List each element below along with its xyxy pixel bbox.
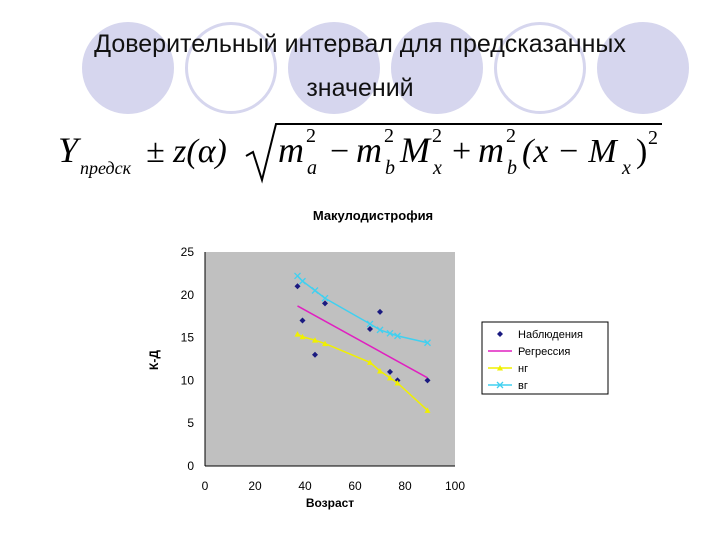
formula-M-x: M	[399, 130, 432, 170]
series-2-point-4	[367, 359, 373, 365]
series-0	[294, 283, 431, 384]
decor-circle-4	[391, 22, 483, 114]
series-3-point-1	[299, 277, 306, 285]
formula-minus: −	[330, 133, 349, 170]
series-3-point-0	[294, 272, 301, 280]
legend-marker-2	[497, 365, 503, 371]
series-3-point-8	[424, 339, 431, 347]
formula-m-a: m	[278, 130, 304, 170]
series-0-point-5	[377, 308, 383, 315]
series-1	[297, 305, 428, 379]
formula-sup-4: 2	[506, 125, 516, 147]
series-3-point-3	[321, 294, 329, 302]
y-tick-label-4: 20	[181, 288, 195, 302]
series-2-point-8	[424, 407, 431, 413]
formula-sup-3: 2	[432, 125, 442, 147]
y-tick-label-0: 0	[187, 459, 194, 473]
formula-Y: Y	[58, 130, 82, 170]
series-0-point-6	[387, 368, 393, 375]
legend-marker-3	[496, 381, 504, 389]
series-0-point-8	[424, 377, 431, 384]
series-2-point-0	[294, 331, 301, 337]
confidence-interval-formula: Y предск ± z(α) m 2 a − m 2 b M 2 x + m …	[58, 123, 662, 184]
y-tick-label-1: 5	[187, 416, 194, 430]
formula-sub-b-2: b	[507, 157, 517, 179]
formula-plus: +	[452, 133, 471, 170]
y-tick-labels: 0 5 10 15 20 25	[181, 245, 195, 473]
series-3-point-2	[311, 287, 319, 294]
legend-label-3: вг	[518, 380, 528, 392]
formula-m-b-2: m	[478, 130, 504, 170]
series-0-point-2	[312, 351, 318, 358]
series-0-point-0	[294, 283, 301, 290]
series-0-point-4	[367, 326, 373, 333]
series-3	[294, 272, 431, 347]
formula-sup-1: 2	[306, 125, 316, 147]
formula-sub-x-2: x	[621, 157, 631, 179]
legend-label-0: Наблюдения	[518, 329, 583, 341]
formula-pm-z-alpha: ± z(α)	[146, 133, 227, 170]
formula-sub-a: a	[307, 157, 317, 179]
series-2-point-2	[312, 337, 318, 343]
series-2-point-3	[322, 340, 328, 347]
formula-sub-b-1: b	[385, 157, 395, 179]
series-2-point-6	[387, 374, 393, 381]
chart-title: Макулодистрофия	[313, 208, 433, 223]
series-3-point-5	[376, 326, 384, 334]
formula-paren-close: )	[636, 133, 647, 170]
series-3-point-7	[394, 332, 401, 340]
legend-label-1: Регрессия	[518, 346, 570, 358]
series-2-point-7	[394, 379, 401, 386]
x-tick-labels: 0 20 40 60 80 100	[202, 479, 466, 493]
series-0-point-3	[322, 300, 328, 307]
x-axis-label: Возраст	[306, 496, 354, 510]
x-tick-label-3: 60	[348, 479, 362, 493]
maculodystrophy-chart: Макулодистрофия 0 20 40 60 80 100 0510152025 …	[147, 208, 609, 510]
formula-sqrt-sign	[245, 123, 662, 184]
legend-marker-0	[497, 331, 503, 337]
formula-sub-x-1: x	[432, 157, 442, 179]
formula-Y-subscript: предск	[80, 158, 132, 178]
series-line-1	[297, 305, 428, 379]
y-tick-label-3: 15	[181, 331, 195, 345]
series-2-point-1	[299, 333, 306, 340]
legend-label-2: нг	[518, 363, 528, 375]
series-2-point-5	[377, 367, 383, 374]
legend: Наблюдения Регрессия нг вг	[488, 329, 583, 392]
y-tick-label-2: 10	[181, 373, 195, 387]
decor-circle-1	[82, 22, 174, 114]
x-tick-label-1: 20	[248, 479, 262, 493]
series-layer	[294, 272, 431, 413]
series-3-point-6	[386, 329, 394, 337]
decor-circle-6	[597, 22, 689, 114]
y-axis-label: К-Д	[147, 350, 161, 370]
decor-circle-3	[288, 22, 380, 114]
x-tick-label-2: 40	[298, 479, 312, 493]
x-tick-label-0: 0	[202, 479, 209, 493]
decor-circle-5	[494, 22, 586, 114]
x-tick-label-4: 80	[398, 479, 412, 493]
slide-title-line-2: значений	[306, 74, 414, 102]
series-0-point-1	[299, 317, 306, 324]
series-2	[294, 331, 431, 413]
formula-m-b-1: m	[356, 130, 382, 170]
y-tick-label-5: 25	[181, 245, 195, 259]
series-3-point-4	[366, 320, 374, 328]
formula-sup-2: 2	[384, 125, 394, 147]
x-tick-label-5: 100	[445, 479, 465, 493]
plot-area	[205, 252, 455, 466]
formula-paren-expr: (x − M	[522, 133, 618, 170]
slide-title-line-1: Доверительный интервал для предсказанных	[94, 30, 626, 58]
decor-circle-2	[185, 22, 277, 114]
formula-sup-5: 2	[648, 127, 658, 149]
